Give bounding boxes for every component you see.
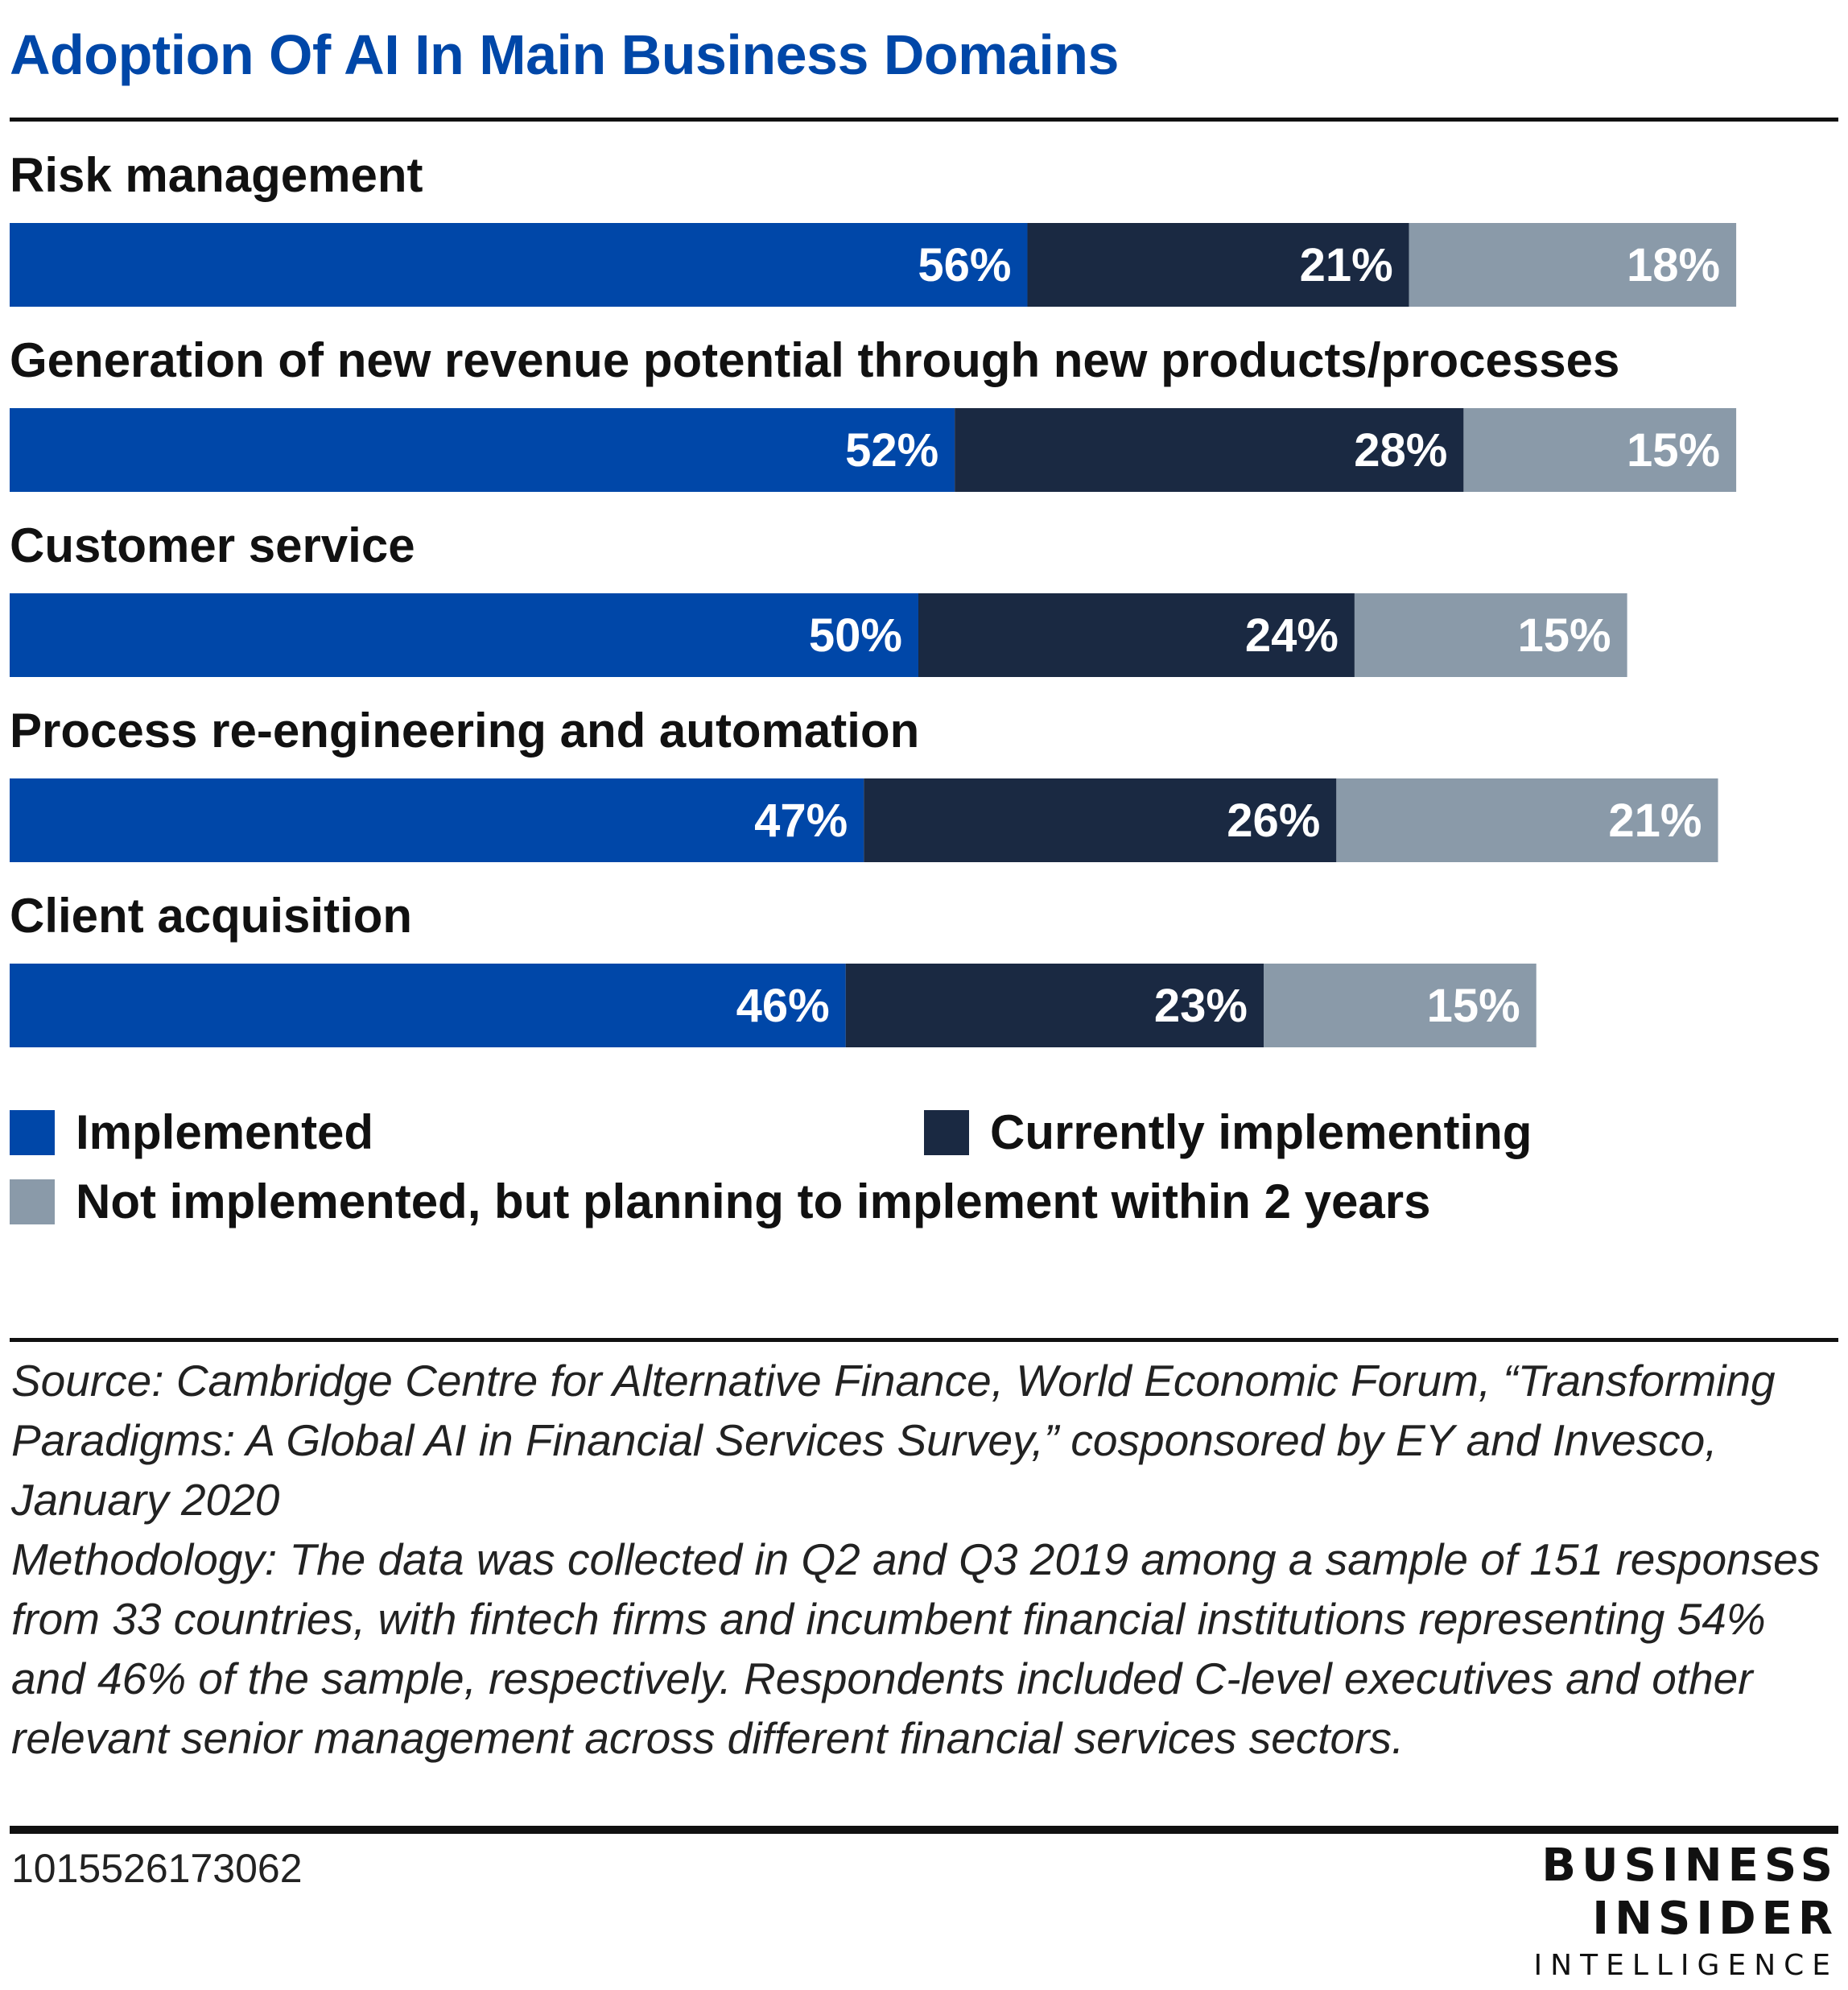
bar-implemented-client-acquisition: [10, 964, 846, 1047]
bar-currently-implementing-process-re-engineering-and-automation: [864, 778, 1337, 862]
bar-implemented-risk-management: [10, 223, 1028, 307]
bar-implemented-generation-of-new-revenue-potential-through-new-products-processes: [10, 408, 955, 492]
logo-line-3: INTELLIGENCE: [1533, 1949, 1838, 1982]
data-label-currently-implementing-client-acquisition: 23%: [1154, 980, 1248, 1032]
legend-label-implemented: Implemented: [76, 1105, 374, 1159]
chart-id: 1015526173062: [11, 1846, 303, 1891]
title-divider: [10, 118, 1838, 122]
chart-title: Adoption Of AI In Main Business Domains: [10, 23, 1119, 86]
category-label-risk-management: Risk management: [10, 148, 423, 202]
legend-swatch-currently-implementing: [924, 1109, 969, 1155]
bar-not-implemented-but-planning-to-implement-within-2-years-risk-management: [1409, 223, 1737, 307]
stacked-bar-chart: Risk management 56% 21% 18%Generation of ne…: [10, 148, 1737, 1047]
bar-not-implemented-but-planning-to-implement-within-2-years-generation-of-new-revenue-potential-through-new-products-processes: [1463, 408, 1737, 492]
bar-currently-implementing-risk-management: [1027, 223, 1409, 307]
legend-item-currently-implementing: Currently implementing: [924, 1104, 1532, 1160]
bar-implemented-process-re-engineering-and-automation: [10, 778, 864, 862]
category-label-process-re-engineering-and-automation: Process re-engineering and automation: [10, 704, 919, 758]
source-note: Source: Cambridge Centre for Alternative…: [11, 1356, 1776, 1525]
bar-implemented-customer-service: [10, 593, 918, 677]
legend-item-implemented: Implemented: [10, 1104, 373, 1160]
bar-not-implemented-but-planning-to-implement-within-2-years-customer-service: [1354, 593, 1627, 677]
data-label-not-implemented-but-planning-to-implement-within-2-years-process-re-engineering-and-automation: 21%: [1608, 795, 1702, 847]
data-label-currently-implementing-generation-of-new-revenue-potential-through-new-products-processes: 28%: [1354, 424, 1447, 477]
category-label-generation-of-new-revenue-potential-through-new-products-processes: Generation of new revenue potential thro…: [10, 333, 1619, 387]
data-label-currently-implementing-customer-service: 24%: [1245, 609, 1339, 662]
business-insider-intelligence-logo: BUSINESS INSIDER INTELLIGENCE: [1534, 1843, 1838, 1980]
data-label-currently-implementing-process-re-engineering-and-automation: 26%: [1227, 795, 1320, 847]
methodology-note: Methodology: The data was collected in Q…: [11, 1534, 1821, 1763]
category-label-client-acquisition: Client acquisition: [10, 889, 412, 943]
data-label-implemented-risk-management: 56%: [918, 239, 1011, 291]
data-label-not-implemented-but-planning-to-implement-within-2-years-generation-of-new-revenue-potential-through-new-products-processes: 15%: [1627, 424, 1720, 477]
data-label-not-implemented-but-planning-to-implement-within-2-years-risk-management: 18%: [1627, 239, 1720, 291]
data-label-implemented-process-re-engineering-and-automation: 47%: [754, 795, 848, 847]
bar-not-implemented-but-planning-to-implement-within-2-years-client-acquisition: [1264, 964, 1537, 1047]
logo-line-1: BUSINESS: [1541, 1839, 1838, 1892]
legend-swatch-planning: [10, 1179, 55, 1224]
legend-label-currently-implementing: Currently implementing: [990, 1105, 1532, 1159]
data-label-implemented-client-acquisition: 46%: [736, 980, 830, 1032]
data-label-not-implemented-but-planning-to-implement-within-2-years-customer-service: 15%: [1518, 609, 1611, 662]
bar-not-implemented-but-planning-to-implement-within-2-years-process-re-engineering-and-automation: [1336, 778, 1718, 862]
data-label-implemented-generation-of-new-revenue-potential-through-new-products-processes: 52%: [845, 424, 938, 477]
bar-currently-implementing-client-acquisition: [845, 964, 1264, 1047]
bar-currently-implementing-generation-of-new-revenue-potential-through-new-products-processes: [955, 408, 1464, 492]
data-label-implemented-customer-service: 50%: [809, 609, 902, 662]
category-label-customer-service: Customer service: [10, 518, 415, 572]
notes-divider: [10, 1338, 1838, 1342]
bar-currently-implementing-customer-service: [918, 593, 1355, 677]
logo-line-2: INSIDER: [1592, 1893, 1838, 1945]
footer-divider: [10, 1826, 1838, 1834]
chart-notes: Source: Cambridge Centre for Alternative…: [11, 1351, 1838, 1768]
legend-item-planning: Not implemented, but planning to impleme…: [10, 1174, 1431, 1229]
data-label-not-implemented-but-planning-to-implement-within-2-years-client-acquisition: 15%: [1427, 980, 1520, 1032]
legend-label-planning: Not implemented, but planning to impleme…: [76, 1175, 1431, 1228]
legend-swatch-implemented: [10, 1109, 55, 1155]
data-label-currently-implementing-risk-management: 21%: [1300, 239, 1393, 291]
